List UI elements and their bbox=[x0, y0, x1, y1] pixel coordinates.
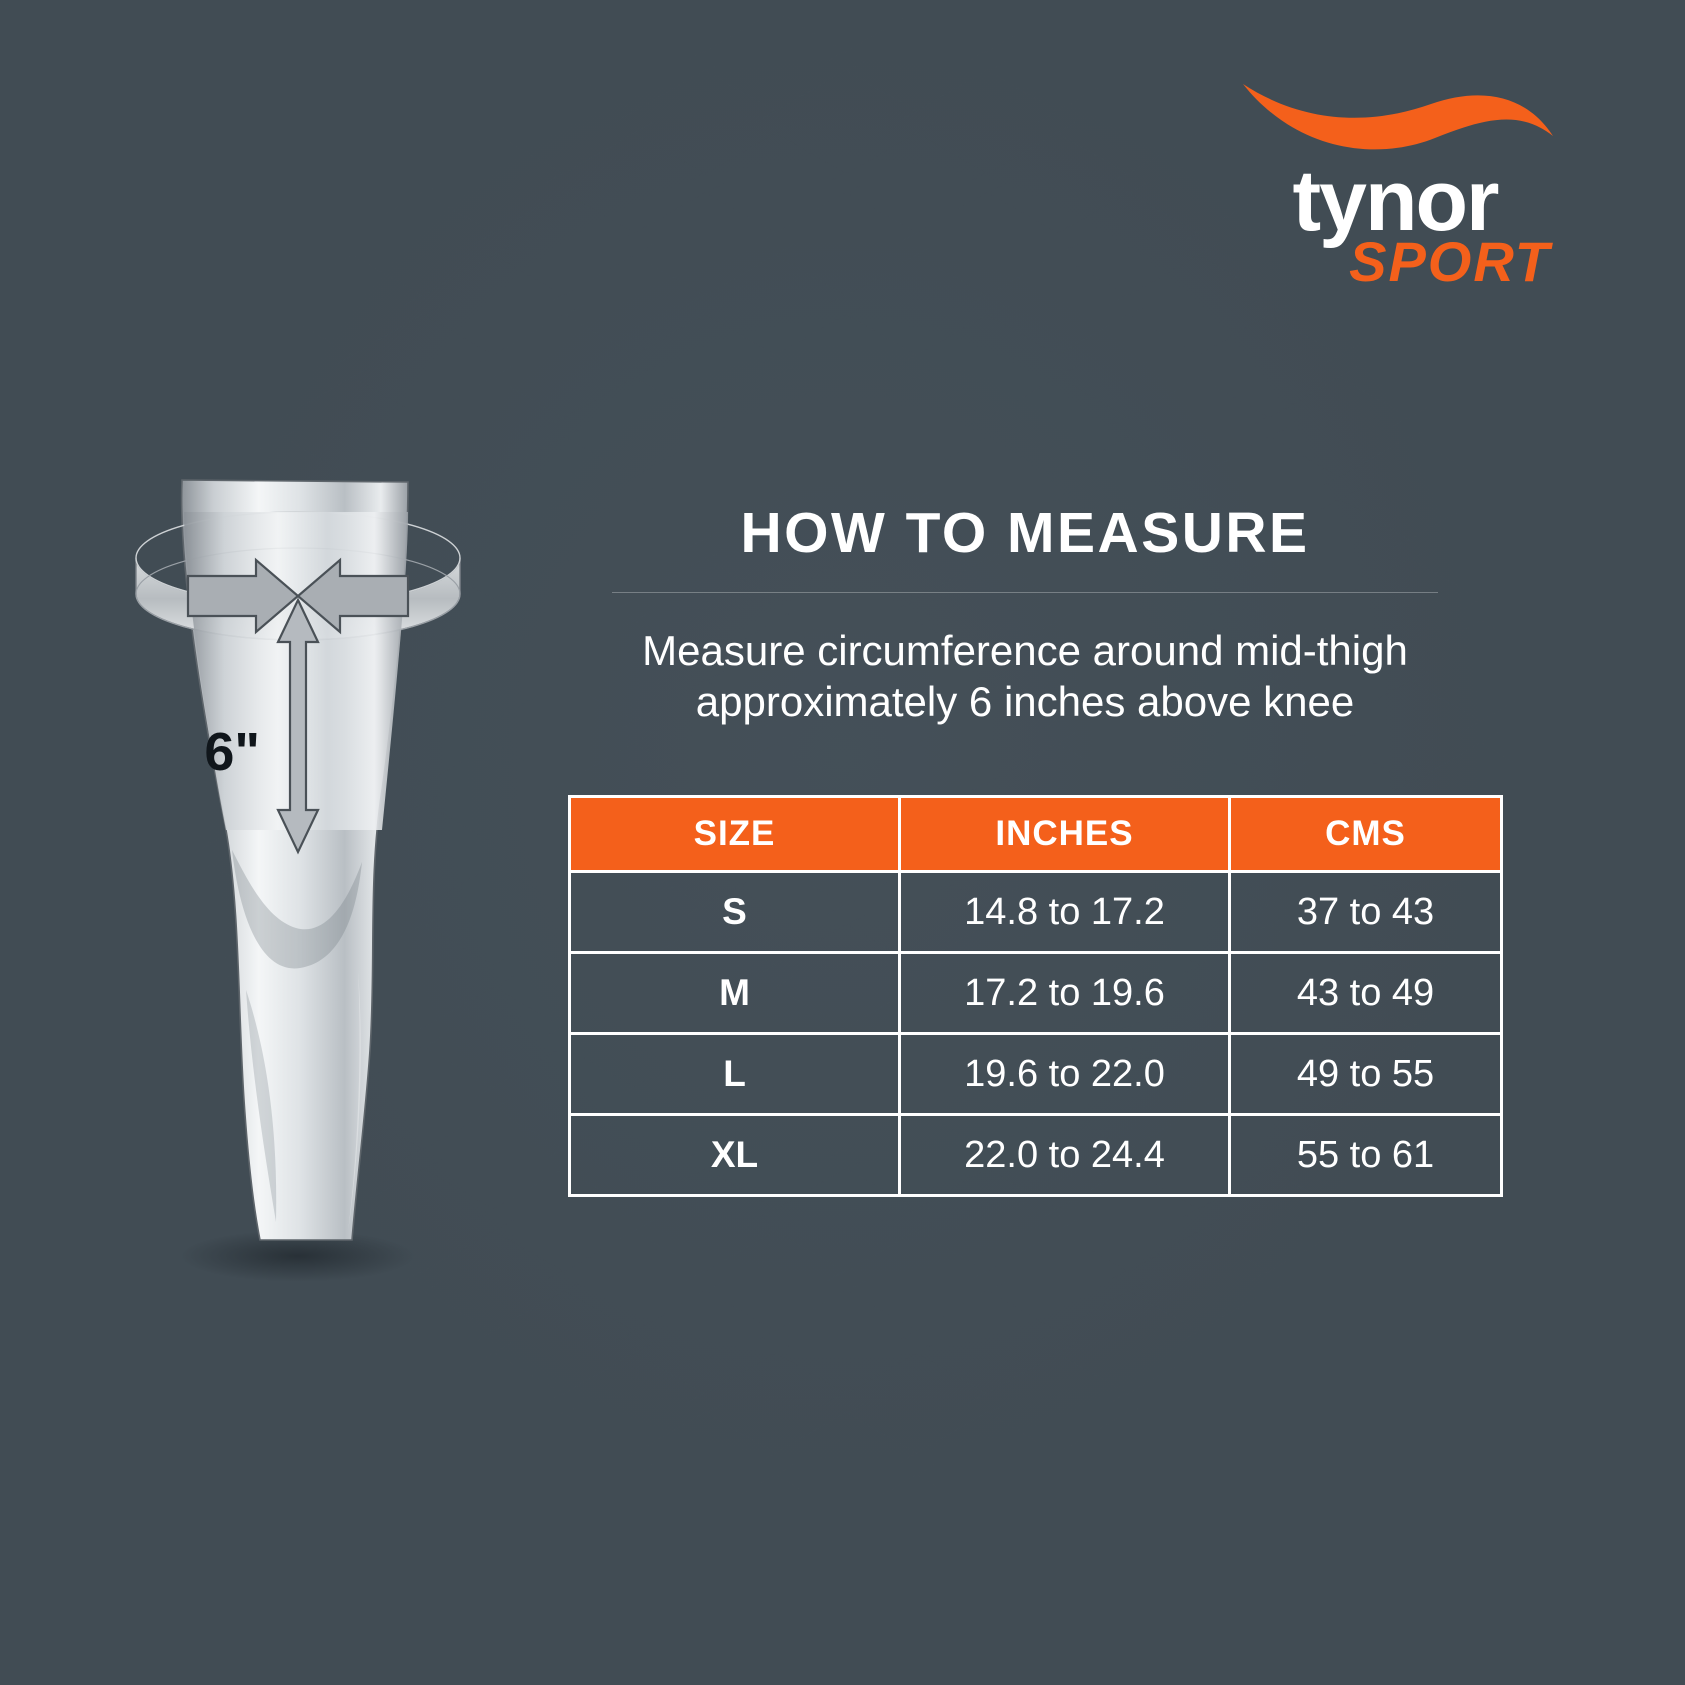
arrow-right-icon bbox=[186, 557, 300, 635]
measure-instructions: Measure circumference around mid-thigh a… bbox=[530, 625, 1520, 727]
size-chart-table: SIZE INCHES CMS S 14.8 to 17.2 37 to 43 … bbox=[568, 795, 1503, 1197]
title-divider bbox=[612, 592, 1438, 593]
double-arrow-vertical-icon bbox=[276, 597, 320, 855]
cell-inches: 14.8 to 17.2 bbox=[898, 870, 1231, 954]
cell-cms: 49 to 55 bbox=[1228, 1032, 1503, 1116]
circumference-arrows bbox=[186, 557, 410, 635]
cell-inches: 17.2 to 19.6 bbox=[898, 951, 1231, 1035]
brand-name: tynor bbox=[1292, 153, 1500, 249]
cell-size: XL bbox=[568, 1113, 901, 1197]
leg-shadow bbox=[180, 1230, 416, 1282]
table-header: SIZE INCHES CMS bbox=[568, 795, 1503, 873]
table-row: XL 22.0 to 24.4 55 to 61 bbox=[568, 1113, 1503, 1197]
cell-cms: 55 to 61 bbox=[1228, 1113, 1503, 1197]
column-header-cms: CMS bbox=[1228, 795, 1503, 873]
table-row: M 17.2 to 19.6 43 to 49 bbox=[568, 951, 1503, 1035]
leg-illustration: 6" bbox=[120, 450, 500, 1290]
column-header-size: SIZE bbox=[568, 795, 901, 873]
instruction-line-2: approximately 6 inches above knee bbox=[695, 678, 1355, 726]
table-header-row: SIZE INCHES CMS bbox=[568, 795, 1503, 873]
cell-cms: 43 to 49 bbox=[1228, 951, 1503, 1035]
cell-size: L bbox=[568, 1032, 901, 1116]
table-row: L 19.6 to 22.0 49 to 55 bbox=[568, 1032, 1503, 1116]
table-body: S 14.8 to 17.2 37 to 43 M 17.2 to 19.6 4… bbox=[568, 870, 1503, 1197]
calf-highlight bbox=[348, 970, 361, 1232]
page-title: HOW TO MEASURE bbox=[740, 501, 1310, 565]
brand-tagline: SPORT bbox=[1349, 229, 1551, 293]
column-header-inches: INCHES bbox=[898, 795, 1231, 873]
cell-inches: 22.0 to 24.4 bbox=[898, 1113, 1231, 1197]
cell-inches: 19.6 to 22.0 bbox=[898, 1032, 1231, 1116]
calf-shading bbox=[246, 990, 277, 1222]
swoosh-icon bbox=[1243, 84, 1553, 150]
measure-label: 6" bbox=[204, 722, 260, 782]
table-row: S 14.8 to 17.2 37 to 43 bbox=[568, 870, 1503, 954]
knee-shading bbox=[232, 850, 362, 969]
how-to-measure-panel: HOW TO MEASURE Measure circumference aro… bbox=[530, 500, 1520, 727]
cell-size: S bbox=[568, 870, 901, 954]
cell-cms: 37 to 43 bbox=[1228, 870, 1503, 954]
cell-size: M bbox=[568, 951, 901, 1035]
brand-logo: tynor SPORT bbox=[1235, 78, 1555, 290]
arrow-left-icon bbox=[296, 557, 410, 635]
instruction-line-1: Measure circumference around mid-thigh bbox=[642, 627, 1408, 674]
